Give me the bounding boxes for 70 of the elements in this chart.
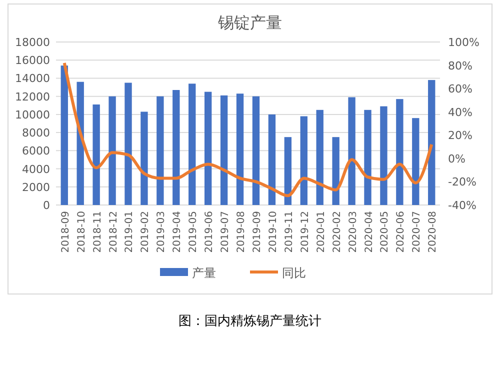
bar [316,110,324,205]
bar [412,118,420,205]
y-tick-label: 4000 [22,162,50,176]
y2-tick-label: -20% [448,176,476,189]
x-tick-label: 2019-09 [252,211,263,253]
y-tick-label: 8000 [22,126,50,140]
x-tick-label: 2019-01 [124,211,136,253]
bar [236,94,244,205]
bar [252,96,260,205]
x-tick-label: 2018-09 [60,211,72,253]
y-tick-label: 0 [43,199,50,212]
bar [364,110,372,205]
bar [60,66,68,205]
x-tick-label: 2019-08 [236,211,248,253]
y-tick-label: 10000 [15,108,50,122]
bar [380,106,388,205]
y-tick-label: 14000 [15,72,50,86]
bar [156,96,164,205]
x-tick-label: 2020-05 [380,211,391,253]
x-tick-label: 2019-11 [284,211,295,253]
bar [140,112,148,205]
x-tick-label: 2019-02 [140,211,152,253]
y-tick-label: 2000 [22,180,50,194]
y-tick-label: 12000 [15,90,50,104]
x-tick-label: 2019-12 [300,211,311,253]
x-tick-label: 2019-05 [188,211,200,253]
line-series [62,61,434,198]
text: 图：国内精炼锡产量统计 [178,314,322,329]
x-tick-label: 2020-01 [316,211,327,253]
bar [396,99,404,205]
legend-label: 同比 [282,266,306,280]
bar [332,137,340,205]
y2-tick-label: 20% [448,129,472,142]
x-tick-label: 2020-02 [332,211,343,253]
x-tick-label: 2019-10 [268,211,279,253]
bar [428,80,436,205]
x-tick-label: 2018-10 [76,211,88,253]
bar [188,84,196,205]
y2-tick-label: 60% [448,82,472,96]
y-tick-label: 6000 [22,144,50,158]
y-tick-label: 18000 [15,36,50,49]
bar [284,137,292,205]
bar [92,104,100,205]
y-tick-label: 16000 [15,54,50,68]
y2-tick-label: -40% [448,199,476,212]
x-tick-label: 2019-06 [204,211,216,253]
y2-tick-label: 40% [448,106,472,119]
x-tick-label: 2020-07 [412,211,423,253]
x-tick-label: 2019-04 [172,211,184,253]
y2-tick-label: 0% [448,152,466,166]
legend-label: 产量 [192,266,216,280]
x-tick-label: 2020-03 [348,211,359,253]
x-tick-label: 2018-11 [92,211,104,253]
bar [204,92,212,205]
bar [172,90,180,205]
bar [220,95,228,205]
bar [300,116,308,205]
bar [348,97,356,205]
x-tick-label: 2020-06 [396,211,407,253]
bar [108,96,116,205]
x-tick-label: 2019-07 [220,211,232,253]
y2-tick-label: 80% [448,59,472,72]
x-tick-label: 2020-04 [364,211,375,253]
y2-tick-label: 100% [448,36,480,49]
x-tick-label: 2020-08 [428,211,439,253]
bar [124,82,132,205]
bar [268,114,276,205]
x-tick-label: 2018-12 [108,211,120,253]
chart-title: 锡锭产量 [217,13,282,32]
x-tick-label: 2019-03 [156,211,168,253]
